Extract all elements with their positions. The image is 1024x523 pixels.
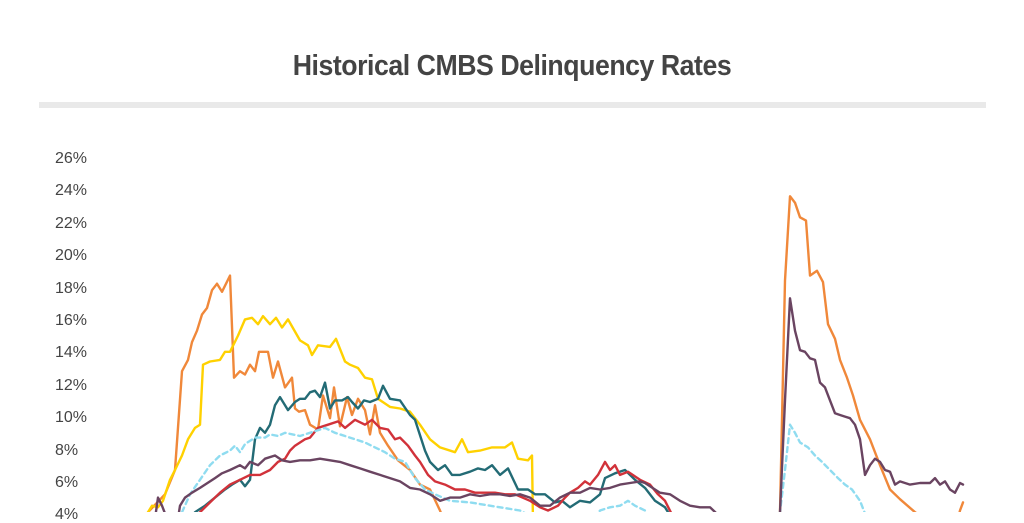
y-tick-label: 18%	[55, 279, 88, 297]
y-tick-label: 14%	[55, 344, 88, 362]
series-line	[193, 381, 670, 512]
y-tick-label: 8%	[55, 441, 79, 459]
series-office	[193, 381, 670, 512]
series-line	[778, 423, 866, 512]
series-line	[778, 195, 917, 512]
series-line	[597, 499, 648, 512]
series-industrial	[198, 418, 673, 512]
y-tick-label: 6%	[55, 474, 79, 491]
series-line	[177, 454, 717, 512]
series-multifamily	[154, 297, 965, 512]
series-line	[146, 314, 535, 512]
series-line	[958, 501, 965, 512]
y-tick-label: 16%	[55, 312, 88, 329]
series-retail	[146, 314, 535, 512]
series-line	[154, 496, 166, 512]
y-tick-label: 26%	[55, 150, 88, 167]
title-divider	[39, 102, 986, 108]
y-tick-label: 24%	[55, 182, 88, 200]
series-line	[198, 418, 673, 512]
chart-title: Historical CMBS Delinquency Rates	[292, 50, 732, 82]
plot-area	[146, 195, 965, 512]
series-line	[146, 274, 442, 512]
y-tick-label: 22%	[55, 214, 88, 232]
series-lodging	[146, 195, 965, 512]
series-line	[778, 297, 965, 512]
y-tick-label: 12%	[55, 376, 88, 394]
series-line	[180, 426, 526, 512]
series-overall	[180, 423, 866, 512]
y-tick-label: 10%	[55, 409, 88, 427]
y-tick-label: 20%	[55, 247, 88, 265]
